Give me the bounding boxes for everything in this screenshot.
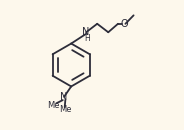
Text: O: O xyxy=(120,19,128,29)
Text: N: N xyxy=(82,27,90,37)
Text: H: H xyxy=(84,34,90,43)
Text: Me: Me xyxy=(59,105,72,114)
Text: Me: Me xyxy=(47,101,59,110)
Text: N: N xyxy=(60,92,68,102)
